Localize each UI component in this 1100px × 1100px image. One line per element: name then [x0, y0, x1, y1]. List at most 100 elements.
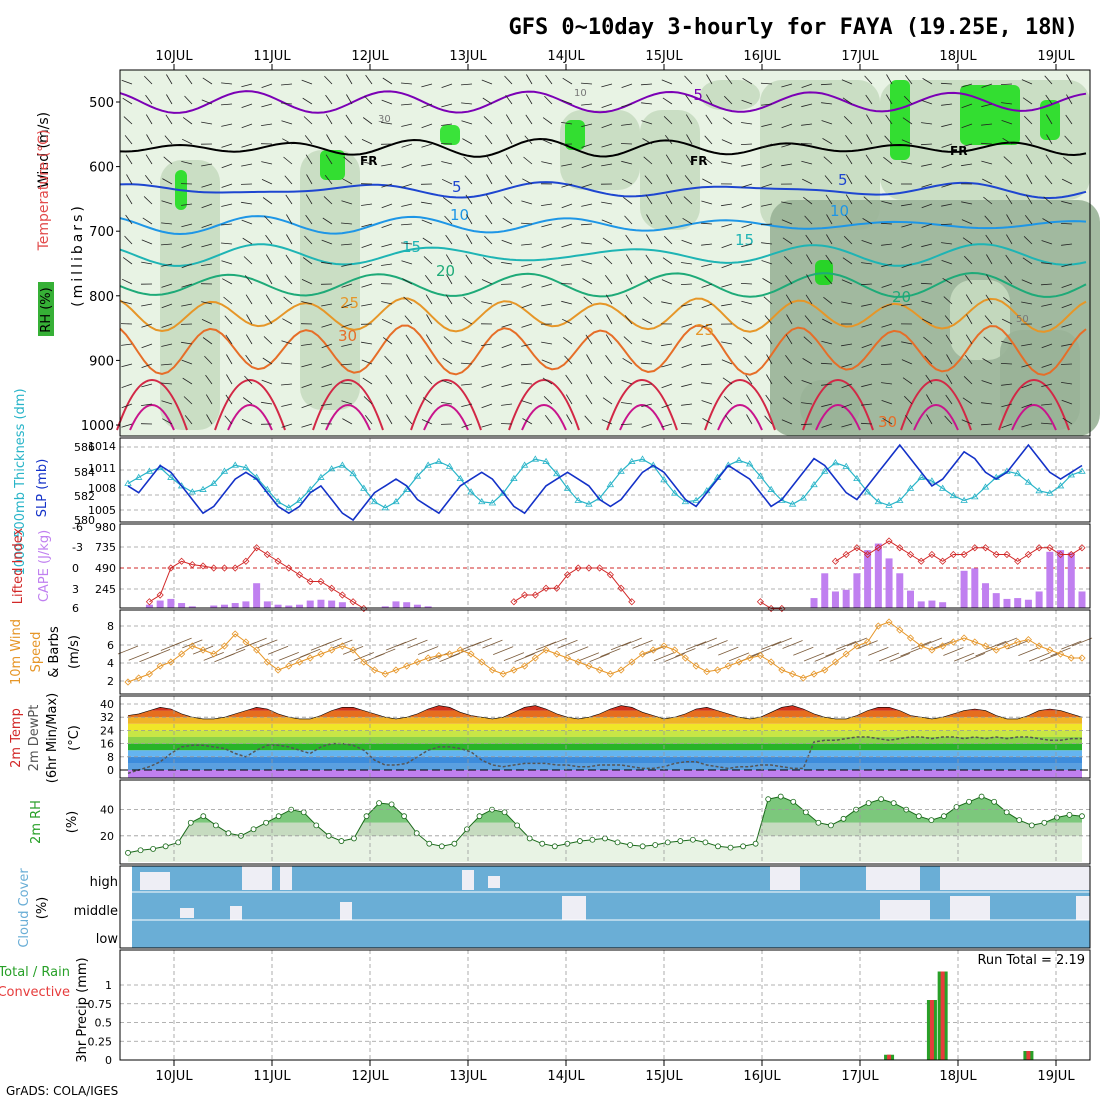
wind-barb — [401, 260, 413, 265]
wind-barb — [401, 123, 413, 127]
wind10-marker — [842, 650, 850, 658]
wind-barb — [201, 183, 213, 188]
wind10-barb — [568, 646, 589, 656]
thickness-marker — [971, 493, 979, 500]
wind10-barb — [589, 653, 610, 662]
wind-barb — [961, 143, 973, 148]
wind-barb — [561, 99, 573, 105]
cape-bar — [821, 573, 829, 608]
wind-barb — [281, 340, 293, 345]
wind-barb — [983, 336, 993, 345]
temp-contour-40 — [619, 404, 665, 431]
wind-barb — [381, 263, 393, 266]
cape-bar — [982, 583, 990, 608]
lifted-index-marker — [928, 550, 936, 559]
wind-barb — [406, 374, 413, 385]
lifted-index-marker — [178, 557, 186, 565]
cape-bar — [178, 603, 186, 608]
thickness-marker — [135, 473, 143, 480]
wind-barb — [961, 219, 973, 225]
wind-barb — [341, 303, 353, 309]
cape-bar — [231, 603, 239, 608]
wind-barb — [966, 314, 973, 325]
wind-barb — [382, 77, 393, 85]
wind-barb — [162, 418, 173, 425]
wind-barb — [981, 123, 993, 126]
wind-barb — [122, 97, 133, 105]
wind10-marker — [906, 634, 915, 642]
lifted-index-marker — [231, 564, 239, 572]
wind-barb — [141, 303, 153, 307]
wind-barb — [282, 138, 293, 145]
wind-barb — [803, 196, 813, 205]
wind10-marker — [981, 642, 990, 650]
wind-barb — [160, 382, 173, 385]
wind-barb — [845, 154, 853, 165]
wind-barb — [364, 415, 373, 425]
wind-barb — [481, 79, 493, 85]
wind-barb — [220, 103, 233, 106]
wind-barb — [941, 163, 953, 169]
wind-barb — [721, 303, 733, 307]
wind-barb — [504, 175, 513, 185]
wind-barb — [606, 314, 613, 325]
wind10-barb — [257, 639, 278, 649]
wind-barb — [681, 262, 693, 265]
wind-barb — [580, 82, 593, 85]
rh2m-marker — [765, 796, 772, 803]
wind-barb — [141, 383, 153, 388]
wind10-barb — [803, 652, 825, 662]
wind-barb — [941, 103, 953, 106]
cape-bar — [220, 604, 228, 608]
wind-barb — [921, 203, 933, 209]
wind-barb — [343, 156, 353, 165]
rh2m-marker — [752, 840, 759, 847]
wind-barb — [800, 143, 813, 145]
rh-high-area — [960, 85, 1020, 145]
wind-barb — [301, 79, 313, 85]
wind-barb — [364, 95, 373, 105]
wind-barb — [184, 95, 193, 105]
wind-barb — [1064, 135, 1073, 145]
wind-barb — [881, 243, 893, 246]
wind-barb — [481, 301, 493, 305]
wind-barb — [905, 414, 913, 425]
wind10-barb — [535, 641, 557, 651]
cape-bar — [1067, 552, 1075, 608]
wind10-marker — [1024, 636, 1032, 644]
wind-barb — [482, 257, 493, 265]
thickness-marker — [1056, 482, 1065, 489]
wind-barb — [821, 383, 833, 386]
wind-barb — [700, 222, 713, 225]
wind-barb — [264, 315, 273, 325]
wind10-barb — [685, 641, 707, 651]
cape-bar — [960, 570, 968, 608]
wind-barb — [341, 283, 353, 288]
date-label-bottom: 13JUL — [449, 1069, 487, 1084]
slp-tick-label: 1005 — [88, 504, 116, 517]
wind-barb — [1041, 262, 1053, 265]
wind-barb — [442, 197, 453, 205]
wind-barb — [665, 154, 673, 165]
pressure-tick-label: 500 — [89, 96, 114, 111]
cloud-gap — [180, 908, 194, 918]
rh2m-marker — [451, 840, 458, 847]
wind-barb — [781, 419, 793, 425]
wind10-barb — [267, 645, 289, 655]
wind-barb — [941, 183, 953, 188]
thickness-marker — [531, 455, 540, 462]
wind-barb — [661, 423, 673, 428]
wind-barb — [266, 274, 273, 285]
wind-barb — [426, 314, 433, 325]
temp-line — [127, 705, 1083, 720]
wind10-barb — [953, 652, 975, 662]
rh2m-marker — [137, 847, 144, 854]
wind10-barb — [300, 648, 321, 658]
wind10-barb — [278, 652, 299, 661]
wind-barb — [705, 114, 713, 125]
wind10-barb — [353, 652, 374, 661]
wind-barb — [1041, 403, 1053, 406]
thickness-marker — [563, 484, 572, 491]
wind-barb — [701, 400, 713, 405]
wind-barb — [340, 243, 353, 246]
